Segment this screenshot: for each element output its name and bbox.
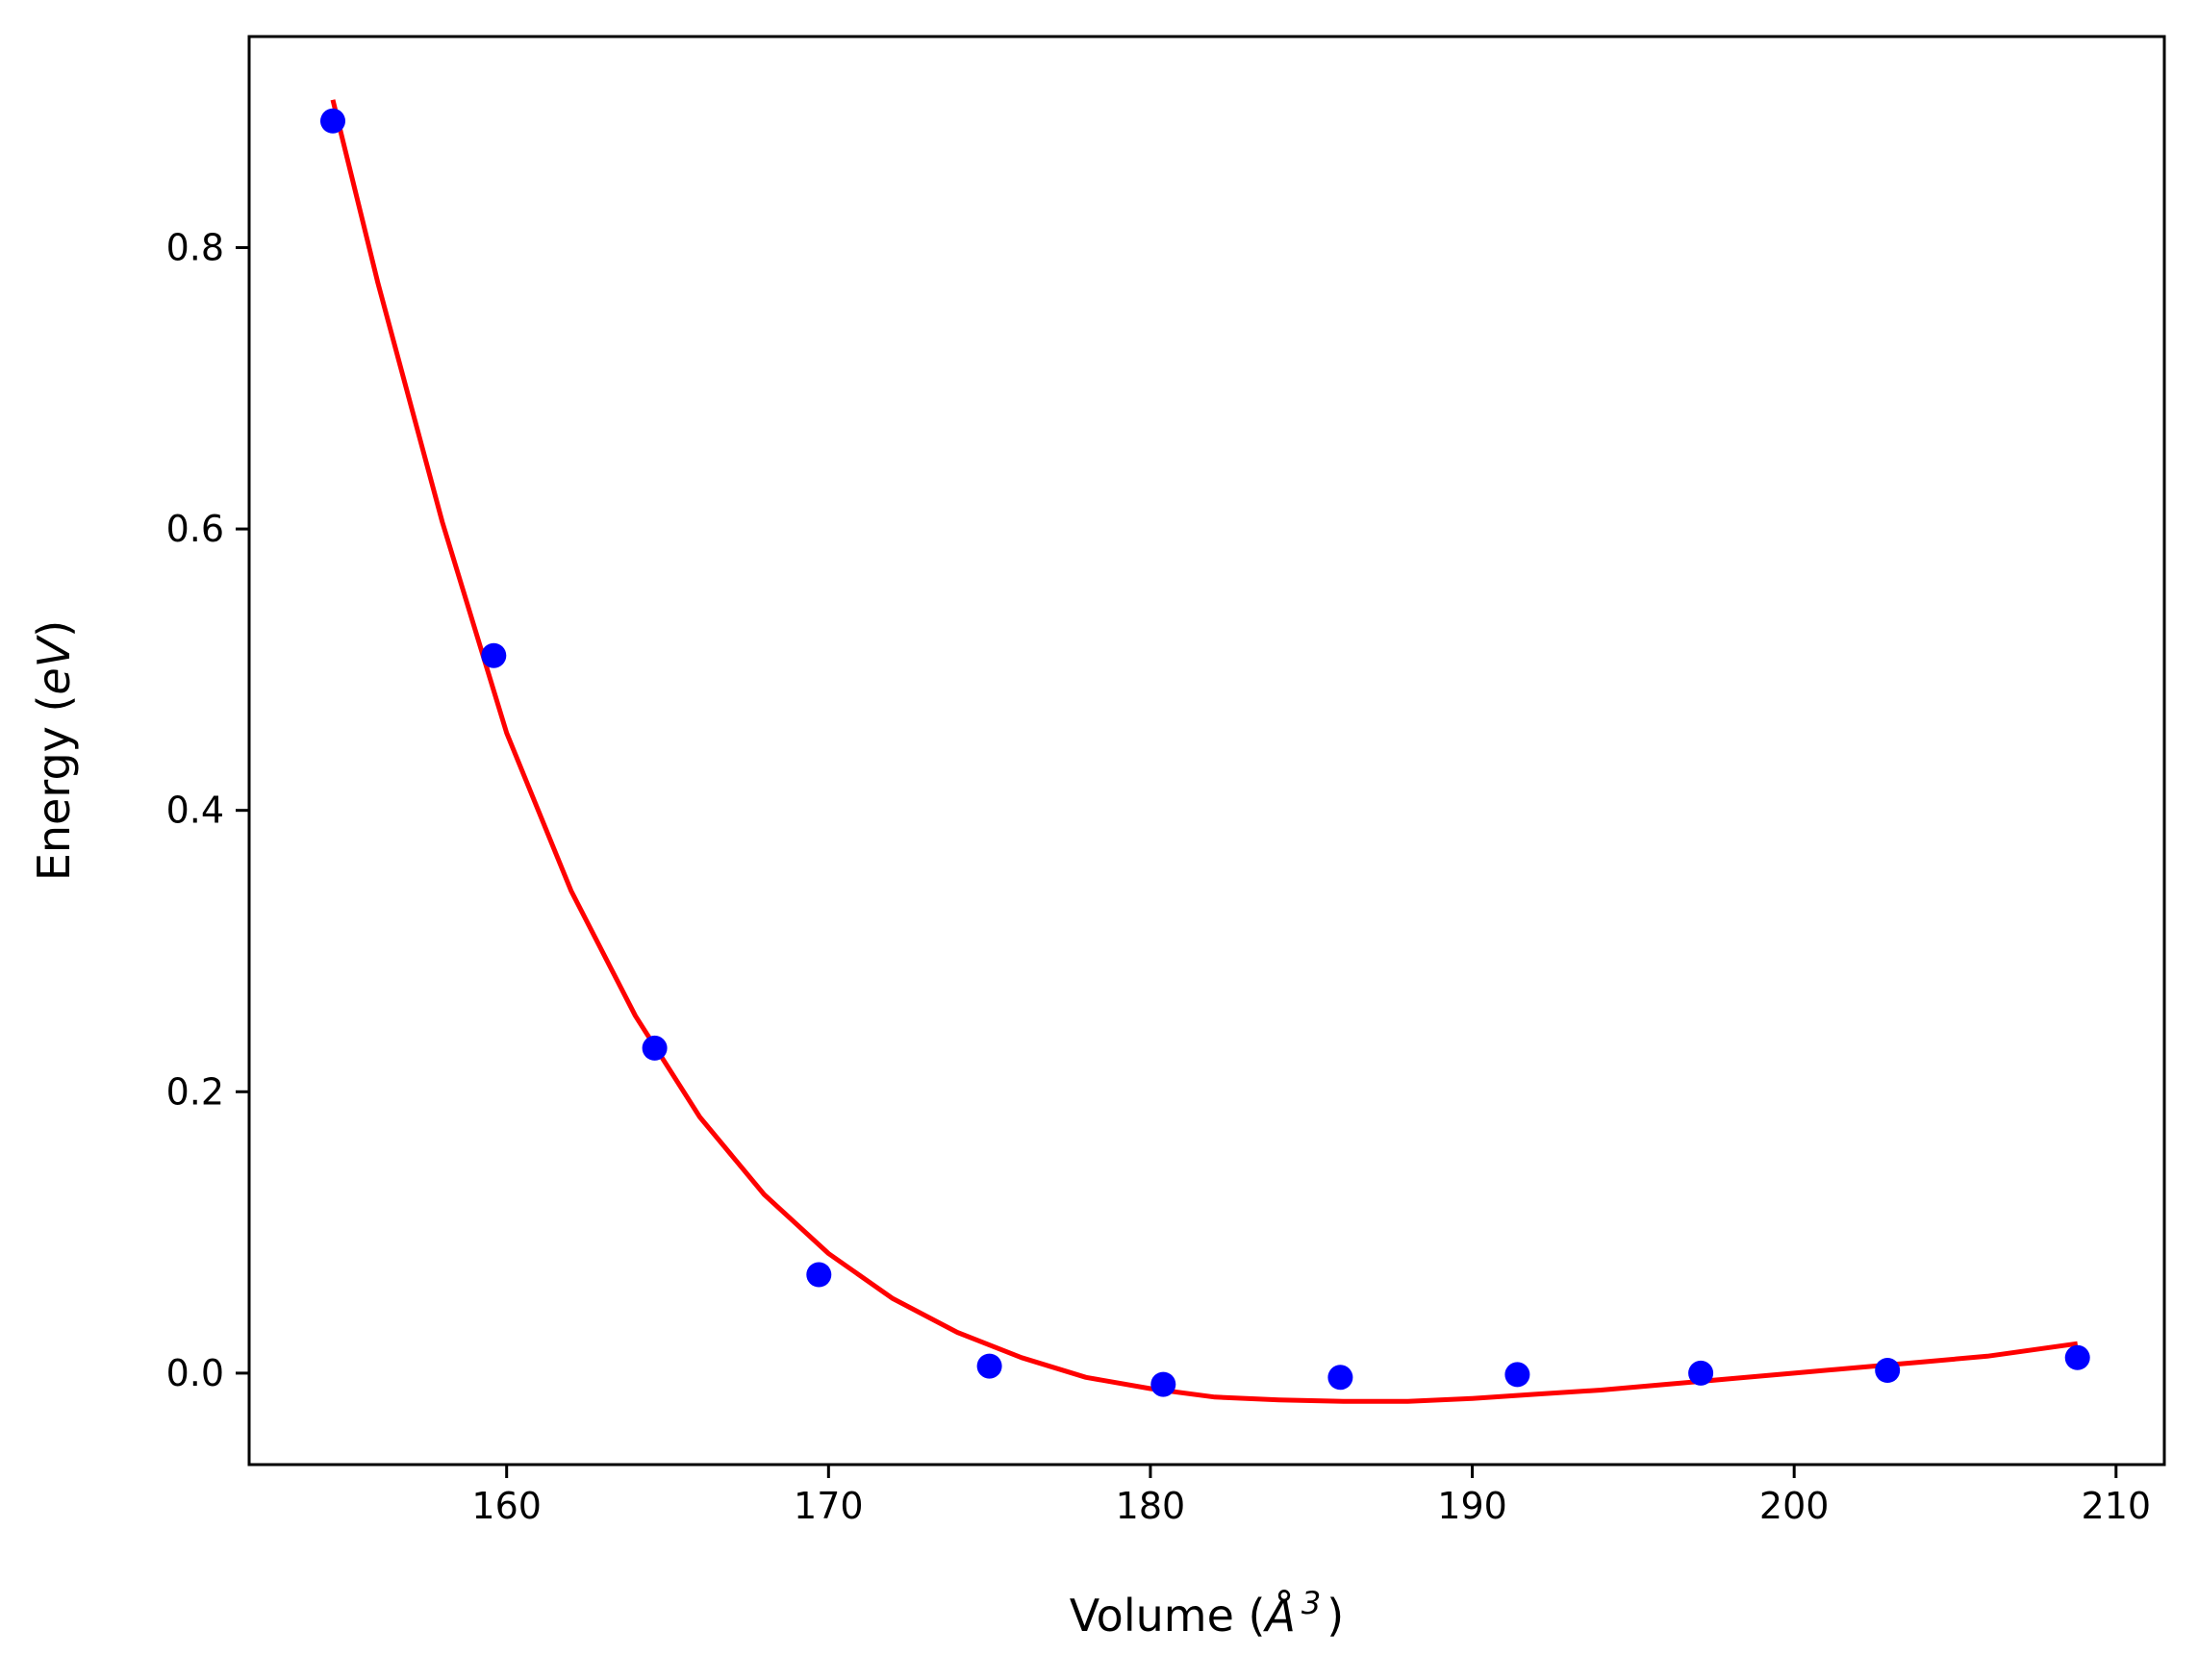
- y-tick-label: 0.2: [166, 1070, 224, 1113]
- plot-frame: [247, 35, 2166, 1467]
- y-tick-label: 0.0: [166, 1352, 224, 1394]
- plot-background: [249, 37, 2164, 1465]
- y-tick-label: 0.8: [166, 226, 224, 268]
- data-points-layer: [320, 108, 2090, 1397]
- y-tick-label: 0.6: [166, 508, 224, 550]
- data-point: [642, 1035, 668, 1061]
- x-tick-label: 200: [1759, 1485, 1830, 1527]
- data-point: [320, 108, 345, 134]
- data-point: [1504, 1362, 1530, 1388]
- fit-curve-layer: [330, 99, 2079, 1404]
- x-tick-label: 190: [1437, 1485, 1507, 1527]
- data-point: [1875, 1358, 1901, 1383]
- data-point: [481, 642, 507, 668]
- data-point: [1150, 1371, 1176, 1397]
- y-tick-label: 0.4: [166, 790, 224, 832]
- plot-area: [249, 37, 2164, 1465]
- data-point: [1688, 1360, 1714, 1386]
- axes: 160 170 180 190 200 210 0.0 0.2 0.4 0.6 0.8: [166, 35, 2166, 1527]
- x-tick-label: 160: [471, 1485, 542, 1527]
- fit-curve: [330, 99, 2079, 1404]
- data-point: [2064, 1344, 2090, 1370]
- x-axis-label: Volume (Å 3): [1070, 1585, 1344, 1642]
- x-tick-label: 170: [794, 1485, 864, 1527]
- y-axis-label: Energy (eV): [28, 620, 80, 881]
- data-point: [806, 1262, 832, 1288]
- x-tick-label: 180: [1116, 1485, 1186, 1527]
- data-point: [976, 1353, 1002, 1379]
- data-point: [1327, 1365, 1353, 1391]
- x-tick-label: 210: [2082, 1485, 2152, 1527]
